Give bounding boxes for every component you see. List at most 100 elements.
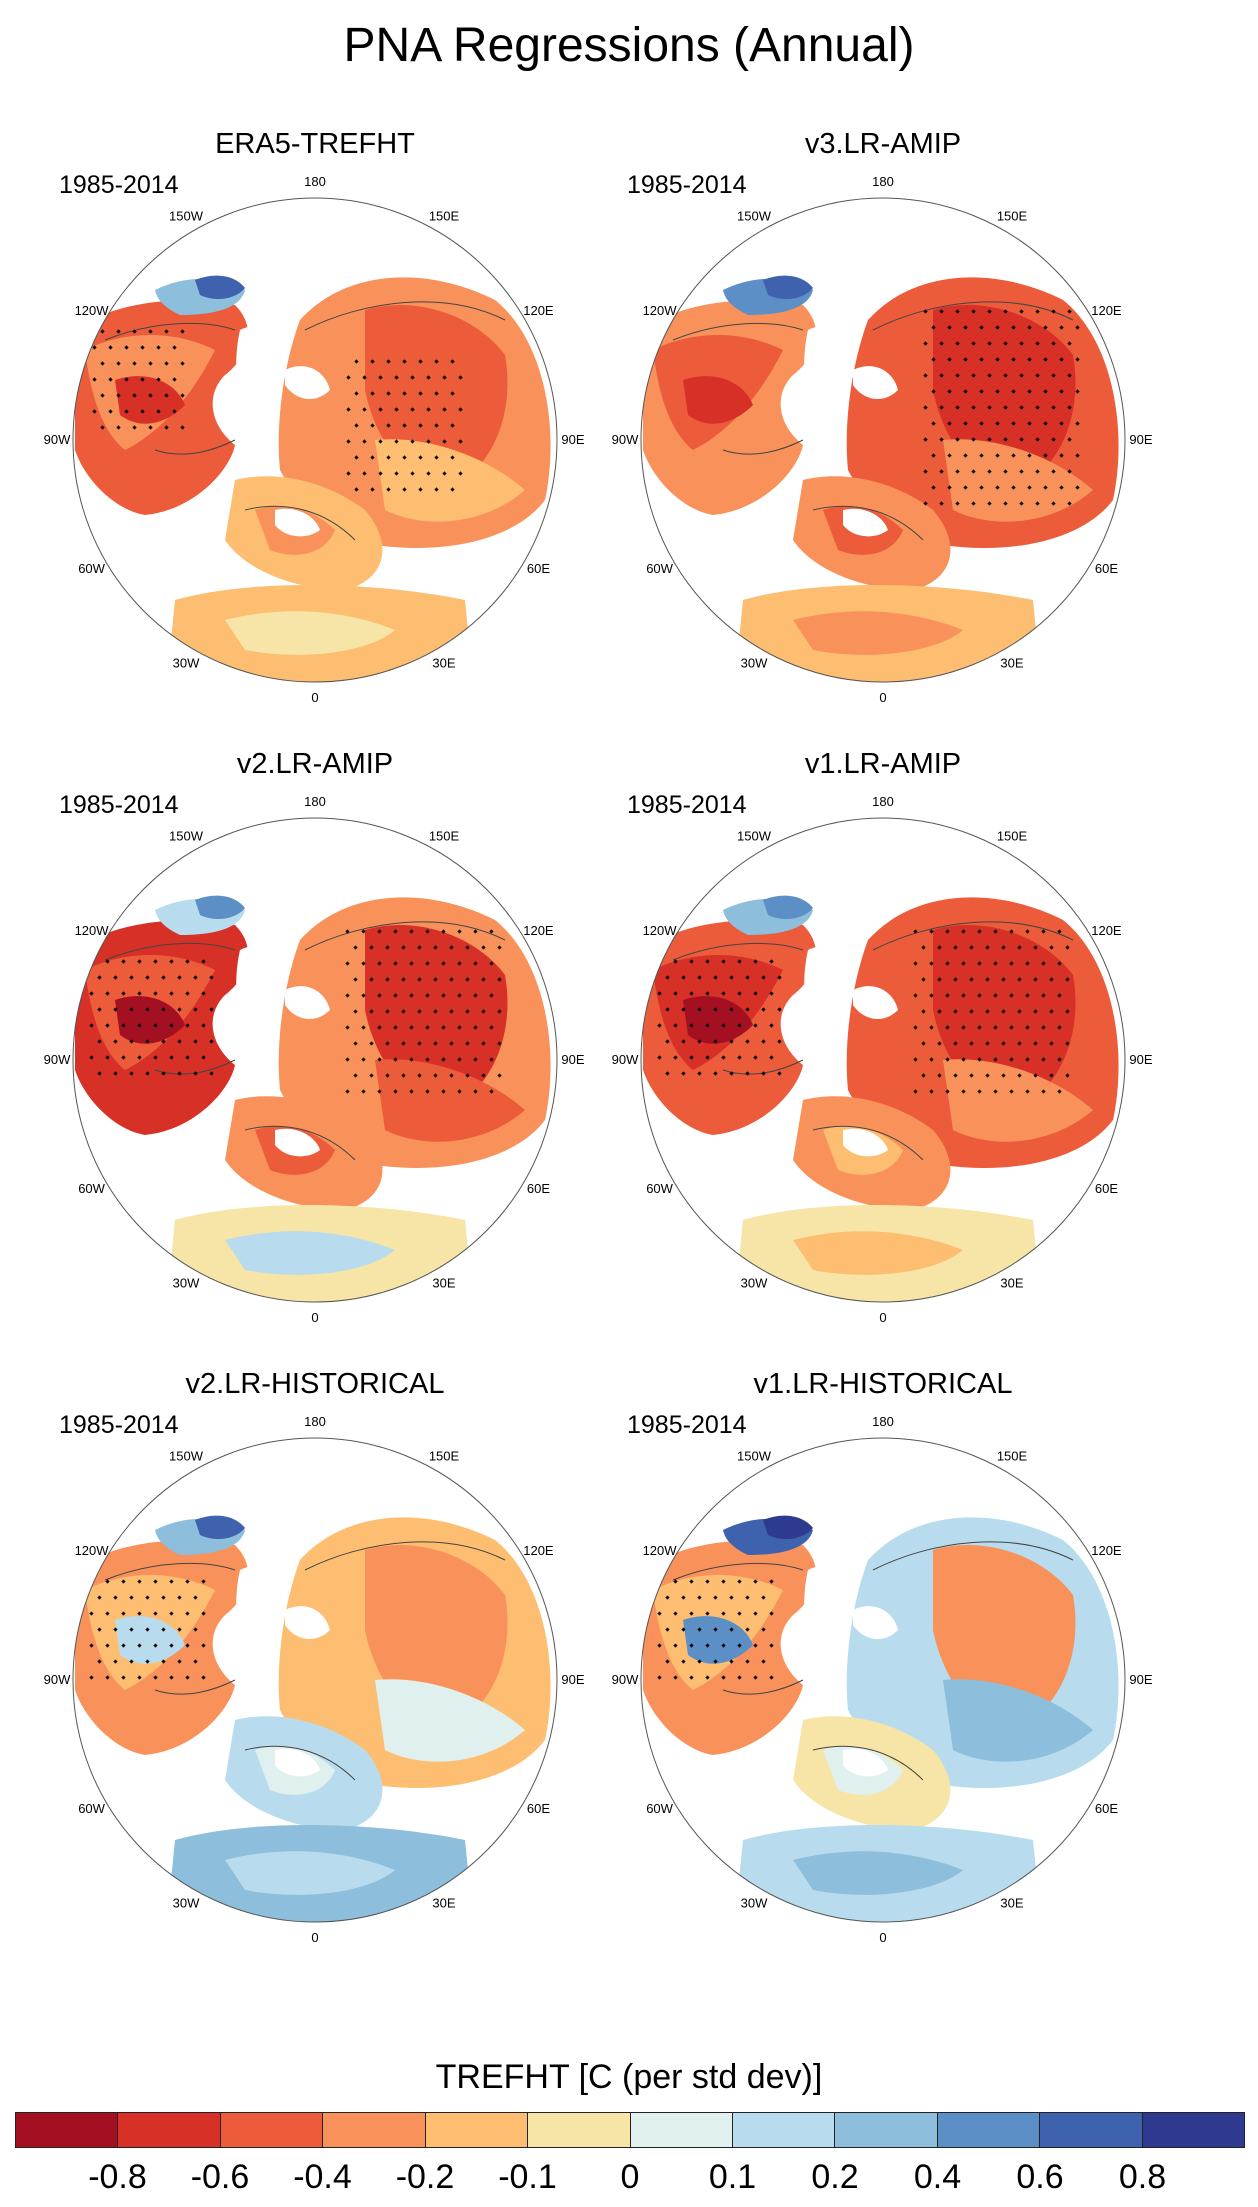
- longitude-label: 90E: [1129, 432, 1152, 447]
- longitude-label: 60E: [1095, 561, 1118, 576]
- longitude-label: 90W: [44, 432, 71, 447]
- longitude-label: 30W: [741, 1895, 768, 1910]
- panel-years: 1985-2014: [59, 171, 179, 199]
- colorbar-tick-label: 0: [620, 2158, 640, 2196]
- longitude-label: 60E: [1095, 1801, 1118, 1816]
- colorbar-tick-label: 0.1: [708, 2158, 757, 2196]
- map-panel: v1.LR-AMIP 1985-2014 180 150E 120E 90E 60E 30E 0…: [583, 748, 1183, 1358]
- map-boundary: [72, 197, 558, 683]
- map-field: [73, 198, 557, 682]
- longitude-label: 120E: [523, 923, 554, 938]
- map-panel: v3.LR-AMIP 1985-2014 180 150E 120E 90E 60E 30E 0…: [583, 128, 1183, 738]
- map-panel: v2.LR-HISTORICAL 1985-2014 180 150E 120E 90E 6…: [15, 1368, 615, 1978]
- colorbar-tick-label: 0.2: [811, 2158, 859, 2196]
- longitude-label: 30E: [432, 1275, 455, 1290]
- longitude-label: 60E: [527, 1801, 550, 1816]
- longitude-label: 30E: [1000, 1895, 1023, 1910]
- longitude-label: 30W: [173, 1275, 200, 1290]
- longitude-label: 120E: [523, 1543, 554, 1558]
- colorbar-tick-label: 0.6: [1016, 2158, 1064, 2196]
- longitude-label: 180: [304, 174, 326, 189]
- figure-title: PNA Regressions (Annual): [343, 19, 915, 72]
- longitude-label: 150E: [429, 829, 460, 844]
- longitude-label: 30W: [741, 655, 768, 670]
- longitude-label: 60W: [646, 1801, 673, 1816]
- panel-years: 1985-2014: [59, 1411, 179, 1439]
- longitude-label: 120E: [1091, 1543, 1122, 1558]
- longitude-label: 60E: [527, 561, 550, 576]
- map-field: [641, 1438, 1125, 1922]
- longitude-label: 120E: [1091, 923, 1122, 938]
- colorbar-box-4: [425, 2113, 529, 2147]
- longitude-label: 30E: [1000, 655, 1023, 670]
- colorbar-tick-label: 0.4: [913, 2158, 962, 2196]
- longitude-label: 30E: [432, 1895, 455, 1910]
- map-boundary: [640, 197, 1126, 683]
- longitude-label: 0: [879, 690, 886, 705]
- longitude-label: 90W: [44, 1672, 71, 1687]
- longitude-label: 150E: [429, 209, 460, 224]
- colorbar-box-1: [118, 2113, 221, 2147]
- longitude-label: 180: [872, 174, 894, 189]
- longitude-label: 90W: [612, 432, 639, 447]
- colorbar-box-7: [732, 2113, 836, 2147]
- panel-title: v2.LR-AMIP: [236, 748, 394, 780]
- colorbar-box-9: [937, 2113, 1041, 2147]
- panel-title: v2.LR-HISTORICAL: [185, 1368, 445, 1400]
- polar-map: 180 150E 120E 90E 60E 30E 0 30W 60W 90W 120W 150W: [612, 794, 1153, 1325]
- longitude-label: 60E: [1095, 1181, 1118, 1196]
- panel-years: 1985-2014: [59, 791, 179, 819]
- longitude-label: 180: [872, 1414, 894, 1429]
- longitude-label: 150W: [169, 1449, 204, 1464]
- longitude-label: 120W: [643, 303, 678, 318]
- panel-title: v1.LR-HISTORICAL: [753, 1368, 1013, 1400]
- longitude-label: 60W: [646, 1181, 673, 1196]
- longitude-label: 30W: [173, 1895, 200, 1910]
- longitude-label: 60W: [78, 1801, 105, 1816]
- longitude-label: 150E: [429, 1449, 460, 1464]
- longitude-label: 0: [311, 1310, 318, 1325]
- polar-map: 180 150E 120E 90E 60E 30E 0 30W 60W 90W 120W 150W: [44, 794, 585, 1325]
- panel-years: 1985-2014: [627, 1411, 747, 1439]
- polar-map: 180 150E 120E 90E 60E 30E 0 30W 60W 90W 120W 150W: [612, 1414, 1153, 1945]
- longitude-label: 90W: [612, 1672, 639, 1687]
- polar-map: 180 150E 120E 90E 60E 30E 0 30W 60W 90W 120W 150W: [44, 1414, 585, 1945]
- map-panel: v2.LR-AMIP 1985-2014 180 150E 120E 90E 60E 30E 0…: [15, 748, 615, 1358]
- longitude-label: 120E: [1091, 303, 1122, 318]
- panel-title: v3.LR-AMIP: [804, 128, 962, 160]
- colorbar-box-6: [630, 2113, 733, 2147]
- longitude-label: 0: [311, 1930, 318, 1945]
- colorbar-tick-label: -0.4: [293, 2158, 352, 2196]
- longitude-label: 30W: [173, 655, 200, 670]
- longitude-label: 60W: [78, 561, 105, 576]
- longitude-label: 150W: [169, 829, 204, 844]
- longitude-label: 150W: [737, 209, 772, 224]
- panel-title: ERA5-TREFHT: [215, 128, 415, 160]
- colorbar-box-5: [528, 2113, 631, 2147]
- longitude-label: 150E: [997, 1449, 1028, 1464]
- longitude-label: 30E: [1000, 1275, 1023, 1290]
- longitude-label: 90W: [44, 1052, 71, 1067]
- colorbar-tick-label: -0.2: [395, 2158, 455, 2196]
- longitude-label: 90E: [561, 1052, 584, 1067]
- longitude-label: 60E: [527, 1181, 550, 1196]
- map-boundary: [72, 817, 558, 1303]
- colorbar: [15, 2112, 1245, 2148]
- colorbar-tick-label: 0.8: [1118, 2158, 1167, 2196]
- longitude-label: 150W: [169, 209, 204, 224]
- longitude-label: 90W: [612, 1052, 639, 1067]
- colorbar-box-3: [323, 2113, 426, 2147]
- map-field: [641, 198, 1125, 682]
- longitude-label: 120E: [523, 303, 554, 318]
- colorbar-box-10: [1040, 2113, 1143, 2147]
- longitude-label: 0: [879, 1310, 886, 1325]
- longitude-label: 30W: [741, 1275, 768, 1290]
- map-panel: v1.LR-HISTORICAL 1985-2014 180 150E 120E 90E 6…: [583, 1368, 1183, 1978]
- longitude-label: 90E: [561, 432, 584, 447]
- map-field: [641, 818, 1125, 1302]
- longitude-label: 90E: [1129, 1052, 1152, 1067]
- colorbar-box-8: [835, 2113, 938, 2147]
- colorbar-tick-label: -0.1: [498, 2158, 557, 2196]
- longitude-label: 180: [304, 794, 326, 809]
- longitude-label: 0: [311, 690, 318, 705]
